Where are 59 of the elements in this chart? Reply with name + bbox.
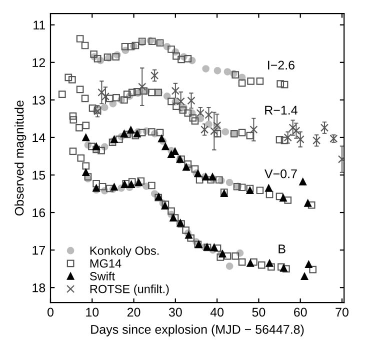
- point: [300, 272, 308, 280]
- point: [280, 194, 287, 202]
- x-tick-label: 0: [48, 308, 54, 317]
- point: [187, 96, 196, 105]
- x-axis-title: Days since explosion (MJD − 56447.8): [91, 324, 304, 336]
- x-tick-label: 30: [168, 308, 182, 317]
- y-axis-title: Observed magnitude: [14, 100, 26, 216]
- point: [110, 183, 118, 191]
- point: [213, 121, 222, 130]
- annotation: R−1.4: [265, 106, 298, 115]
- point: [138, 82, 146, 91]
- x-tick-label: 10: [86, 308, 99, 317]
- point: [265, 184, 272, 192]
- point: [127, 126, 135, 134]
- y-tick-label: 18: [32, 283, 46, 292]
- x-tick-label: 50: [252, 308, 266, 317]
- point: [98, 88, 106, 96]
- point: [171, 148, 179, 156]
- legend-label: Swift: [90, 272, 115, 280]
- point: [150, 72, 159, 80]
- y-tick-label: 14: [32, 133, 46, 142]
- point: [246, 260, 254, 267]
- point: [120, 130, 128, 138]
- point: [210, 244, 218, 252]
- point: [82, 168, 90, 176]
- y-tick-label: 11: [34, 20, 46, 30]
- point: [92, 142, 100, 150]
- annotation: B: [278, 244, 286, 254]
- y-tick-label: 12: [32, 58, 46, 67]
- y-tick-label: 13: [32, 96, 46, 105]
- y-tick-label: 16: [32, 208, 46, 218]
- point: [304, 199, 312, 207]
- legend-label: ROTSE (unfilt.): [90, 284, 169, 296]
- point: [176, 97, 185, 106]
- point: [320, 124, 329, 132]
- point: [296, 135, 304, 144]
- point: [284, 133, 292, 142]
- point: [101, 92, 110, 101]
- point: [162, 142, 170, 150]
- x-tick-label: 70: [336, 308, 348, 317]
- legend-label: MG14: [90, 259, 122, 268]
- point: [82, 134, 90, 142]
- annotation: I−2.6: [268, 60, 294, 70]
- x-tick-label: 60: [294, 308, 307, 317]
- point: [338, 155, 344, 164]
- point: [266, 260, 274, 267]
- point: [299, 178, 307, 186]
- y-tick-label: 15: [32, 170, 46, 180]
- point: [128, 180, 135, 188]
- x-tick-label: 20: [127, 308, 140, 317]
- point: [250, 126, 258, 134]
- point: [158, 134, 166, 142]
- point: [312, 136, 321, 144]
- legend-label: Konkoly Obs.: [90, 246, 159, 258]
- x-tick-label: 40: [210, 308, 224, 317]
- point: [280, 264, 288, 272]
- annotation: V−0.7: [264, 169, 297, 178]
- point: [305, 260, 312, 268]
- y-tick-label: 17: [32, 246, 46, 255]
